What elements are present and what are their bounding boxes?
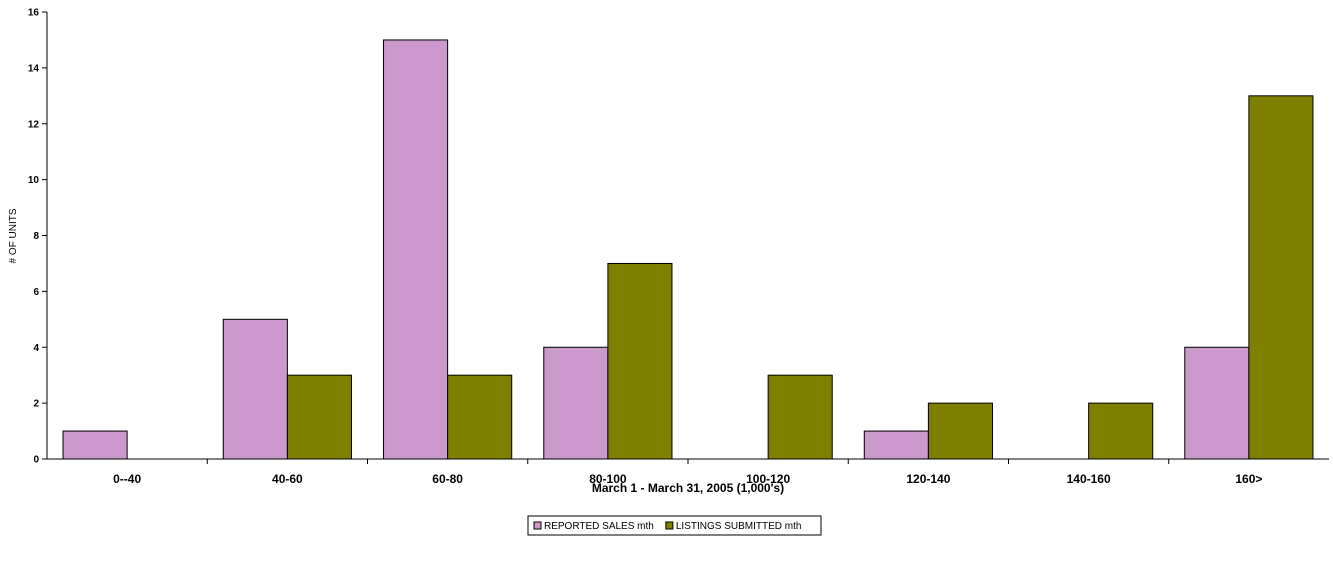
y-tick-label: 6 <box>33 287 39 298</box>
x-category-label: 0--40 <box>113 472 141 486</box>
bar-reported-sales <box>863 430 929 460</box>
x-category-label: 80-100 <box>589 472 627 486</box>
bar-listings-submitted <box>286 374 352 460</box>
x-category-label: 60-80 <box>432 472 463 486</box>
bar-listings-submitted <box>1248 95 1314 460</box>
bar-reported-sales <box>62 430 128 460</box>
x-category-label: 100-120 <box>746 472 790 486</box>
bar-listings-submitted <box>767 374 833 460</box>
x-axis-categories: 0--40 40-60 60-80 80-100 100-120 120-140 140-1… <box>113 459 1262 486</box>
y-tick-label: 10 <box>28 175 40 186</box>
legend-swatch <box>665 521 674 530</box>
bar-reported-sales <box>383 39 449 460</box>
bar-listings-submitted <box>447 374 513 460</box>
bar-listings-submitted <box>607 262 673 460</box>
y-tick-label: 2 <box>33 399 39 410</box>
chart-legend: REPORTED SALES mth LISTINGS SUBMITTED mth <box>527 515 822 536</box>
x-category-label: 40-60 <box>272 472 303 486</box>
y-tick-label: 14 <box>28 63 40 74</box>
legend-label: LISTINGS SUBMITTED mth <box>676 521 802 532</box>
x-category-label: 140-160 <box>1067 472 1111 486</box>
y-axis-ticks: 0 2 4 6 8 10 12 14 16 <box>28 8 47 466</box>
bar-listings-submitted <box>927 402 993 460</box>
bar-listings-submitted <box>1088 402 1154 460</box>
legend-swatch <box>533 521 542 530</box>
chart-bars <box>62 39 1314 460</box>
y-axis-title: # OF UNITS <box>8 208 19 263</box>
bar-reported-sales <box>543 346 609 460</box>
bar-reported-sales <box>222 318 288 460</box>
y-tick-label: 0 <box>33 455 39 466</box>
legend-label: REPORTED SALES mth <box>544 521 654 532</box>
y-tick-label: 8 <box>33 231 39 242</box>
x-category-label: 120-140 <box>906 472 950 486</box>
x-axis-title: March 1 - March 31, 2005 (1,000's) <box>592 481 784 495</box>
legend-box <box>527 515 822 536</box>
y-tick-label: 4 <box>33 343 39 354</box>
y-tick-label: 12 <box>28 119 40 130</box>
x-category-label: 160> <box>1235 472 1262 486</box>
bar-reported-sales <box>1184 346 1250 460</box>
y-tick-label: 16 <box>28 8 40 19</box>
